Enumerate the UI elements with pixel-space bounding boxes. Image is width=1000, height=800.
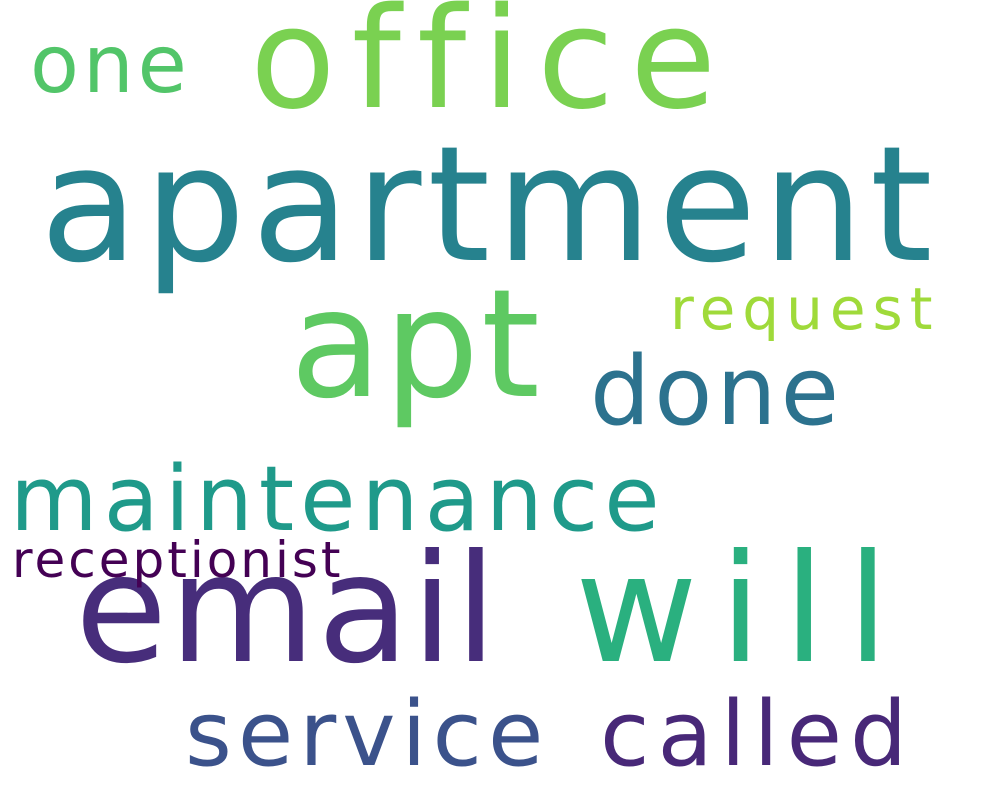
word-will: will [575,523,911,697]
word-email: email [75,523,499,697]
word-request: request [670,275,940,343]
word-apt: apt [290,258,542,432]
word-maintenance: maintenance [10,447,666,552]
word-one: one [30,18,191,111]
word-office: office [250,0,733,141]
word-called: called [600,682,916,787]
word-service: service [185,682,550,787]
word-apartment: apartment [40,111,939,298]
word-receptionist: receptionist [12,531,344,589]
word-done: done [590,337,844,447]
